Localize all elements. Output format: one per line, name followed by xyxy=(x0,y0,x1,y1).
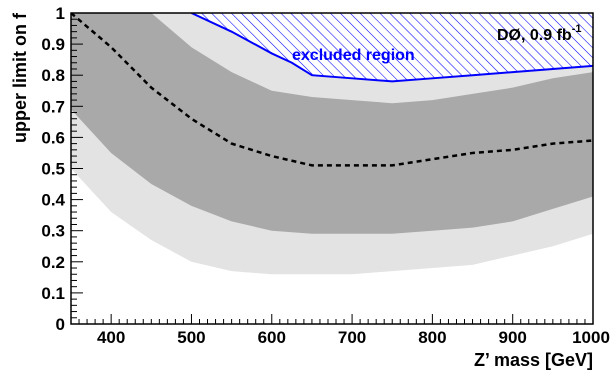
y-tick-label: 0.5 xyxy=(41,160,65,179)
x-axis: 400 500 600 700 800 900 1000 xyxy=(70,314,610,347)
x-axis-title: Z’ mass [GeV] xyxy=(474,350,593,370)
x-tick-label: 400 xyxy=(97,328,125,347)
y-tick-label: 0 xyxy=(56,315,65,334)
y-tick-label: 0.6 xyxy=(41,128,65,147)
y-axis: 0 0.1 0.2 0.3 0.4 0.5 0.6 0.7 0.8 0.9 1 xyxy=(41,4,83,334)
x-tick-label: 1000 xyxy=(572,328,610,347)
x-tick-label: 900 xyxy=(499,328,527,347)
excluded-region-label: excluded region xyxy=(292,47,415,64)
one-sigma-band xyxy=(71,13,593,234)
experiment-label-text: DØ, 0.9 fb xyxy=(497,27,572,44)
y-tick-label: 1 xyxy=(56,4,65,23)
y-tick-label: 0.7 xyxy=(41,97,65,116)
expected-limit-line xyxy=(71,13,593,167)
x-tick-label: 600 xyxy=(258,328,286,347)
y-tick-label: 0.2 xyxy=(41,253,65,272)
x-tick-label: 800 xyxy=(418,328,446,347)
x-tick-label: 500 xyxy=(177,328,205,347)
observed-limit-line xyxy=(191,13,593,83)
y-tick-label: 0.1 xyxy=(41,284,65,303)
y-tick-label: 0.4 xyxy=(41,191,65,210)
y-tick-label: 0.3 xyxy=(41,222,65,241)
excluded-region-area xyxy=(191,13,593,82)
x-tick-label: 700 xyxy=(338,328,366,347)
experiment-label-superscript: -1 xyxy=(572,23,582,35)
y-tick-label: 0.9 xyxy=(41,35,65,54)
experiment-label: DØ, 0.9 fb-1 xyxy=(497,23,581,44)
y-tick-label: 0.8 xyxy=(41,66,65,85)
y-axis-title: upper limit on f xyxy=(10,12,30,143)
